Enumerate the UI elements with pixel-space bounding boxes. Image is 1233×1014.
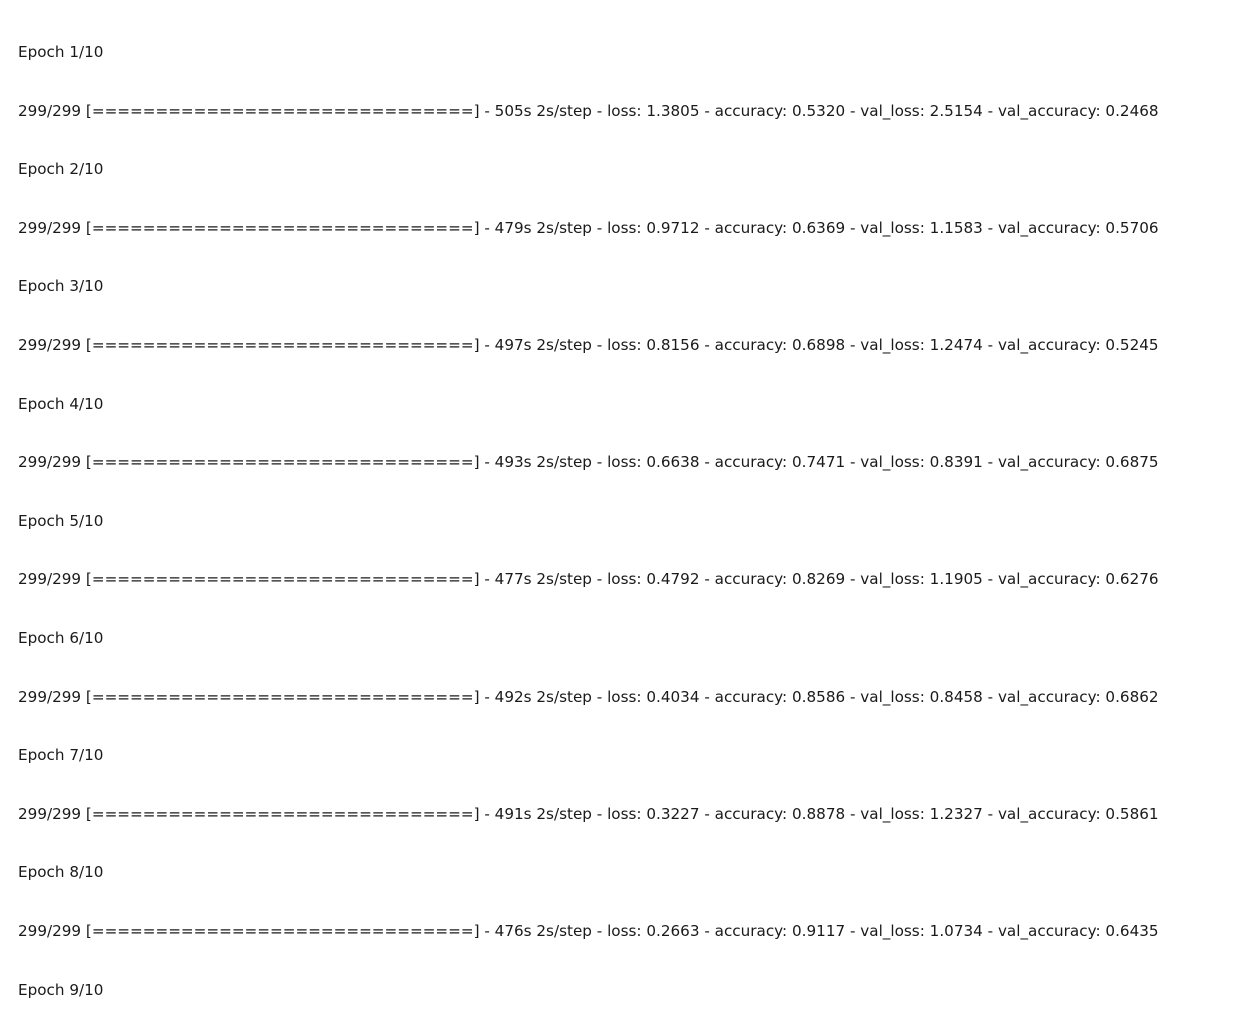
epoch-header-8: Epoch 8/10 [18, 863, 104, 882]
epoch-header-6: Epoch 6/10 [18, 628, 104, 647]
epoch-progress-4: 299/299 [==============================]… [18, 453, 1159, 472]
training-log-output: Epoch 1/10 299/299 [====================… [18, 5, 1159, 1014]
epoch-progress-7: 299/299 [==============================]… [18, 804, 1159, 823]
epoch-progress-2: 299/299 [==============================]… [18, 218, 1159, 237]
epoch-header-7: Epoch 7/10 [18, 746, 104, 765]
epoch-progress-8: 299/299 [==============================]… [18, 921, 1159, 940]
epoch-header-4: Epoch 4/10 [18, 394, 104, 413]
epoch-progress-3: 299/299 [==============================]… [18, 335, 1159, 354]
epoch-header-1: Epoch 1/10 [18, 43, 104, 61]
epoch-header-3: Epoch 3/10 [18, 277, 104, 296]
epoch-progress-1: 299/299 [==============================]… [18, 101, 1159, 120]
epoch-header-2: Epoch 2/10 [18, 160, 104, 179]
epoch-progress-5: 299/299 [==============================]… [18, 570, 1159, 589]
epoch-progress-6: 299/299 [==============================]… [18, 687, 1159, 706]
epoch-header-5: Epoch 5/10 [18, 511, 104, 530]
epoch-header-9: Epoch 9/10 [18, 980, 104, 999]
